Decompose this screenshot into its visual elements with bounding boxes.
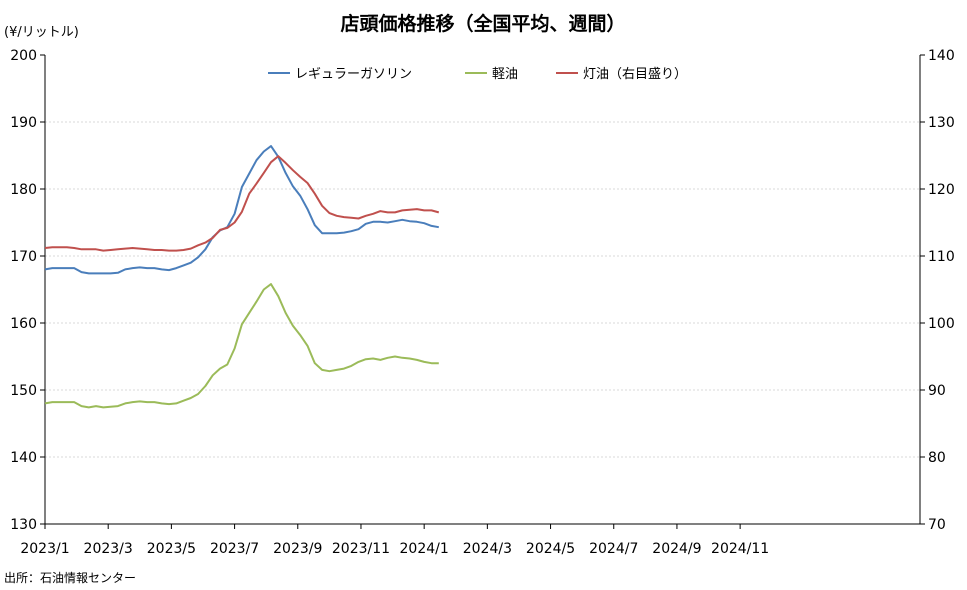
x-tick-label: 2024/3 bbox=[463, 541, 512, 557]
x-tick-label: 2024/5 bbox=[526, 541, 575, 557]
legend-label-2: 灯油（右目盛り） bbox=[583, 67, 687, 82]
chart-title: 店頭価格推移（全国平均、週間） bbox=[340, 12, 625, 35]
x-tick-label: 2023/5 bbox=[147, 541, 196, 557]
x-tick-label: 2023/1 bbox=[20, 541, 69, 557]
source-note: 出所：石油情報センター bbox=[4, 571, 136, 585]
right-tick-label: 120 bbox=[928, 182, 955, 198]
legend: レギュラーガソリン 軽油 灯油（右目盛り） bbox=[268, 67, 687, 82]
legend-label-0: レギュラーガソリン bbox=[295, 67, 412, 82]
x-tick-label: 2024/1 bbox=[400, 541, 449, 557]
axes bbox=[44, 55, 921, 525]
left-tick-label: 130 bbox=[10, 517, 37, 533]
x-tick-label: 2024/9 bbox=[652, 541, 701, 557]
x-tick-label: 2023/7 bbox=[210, 541, 259, 557]
left-tick-label: 200 bbox=[10, 48, 37, 64]
left-axis-ticks: 130 140 150 160 170 180 190 200 bbox=[10, 48, 45, 533]
y-axis-unit-label: (¥/リットル) bbox=[4, 25, 79, 40]
left-tick-label: 140 bbox=[10, 450, 37, 466]
series-line-1 bbox=[44, 283, 439, 409]
right-tick-label: 90 bbox=[928, 383, 946, 399]
gridlines bbox=[45, 121, 920, 458]
x-tick-label: 2023/11 bbox=[332, 541, 390, 557]
left-tick-label: 160 bbox=[10, 316, 37, 332]
legend-label-1: 軽油 bbox=[492, 67, 518, 82]
x-axis-ticks: 2023/1 2023/3 2023/5 2023/7 2023/9 2023/11 202… bbox=[20, 524, 769, 557]
right-tick-label: 70 bbox=[928, 517, 946, 533]
right-tick-label: 80 bbox=[928, 450, 946, 466]
series-line-0 bbox=[44, 145, 439, 275]
right-tick-label: 100 bbox=[928, 316, 955, 332]
x-tick-label: 2023/9 bbox=[273, 541, 322, 557]
left-tick-label: 180 bbox=[10, 182, 37, 198]
right-tick-label: 140 bbox=[928, 48, 955, 64]
series-line-2 bbox=[44, 155, 440, 252]
x-tick-label: 2024/11 bbox=[711, 541, 769, 557]
left-tick-label: 170 bbox=[10, 249, 37, 265]
right-tick-label: 130 bbox=[928, 115, 955, 131]
x-tick-label: 2023/3 bbox=[84, 541, 133, 557]
right-axis-ticks: 70 80 90 100 110 120 130 140 bbox=[920, 48, 955, 533]
left-tick-label: 150 bbox=[10, 383, 37, 399]
left-tick-label: 190 bbox=[10, 115, 37, 131]
x-tick-label: 2024/7 bbox=[589, 541, 638, 557]
right-tick-label: 110 bbox=[928, 249, 955, 265]
series-lines bbox=[44, 145, 440, 409]
